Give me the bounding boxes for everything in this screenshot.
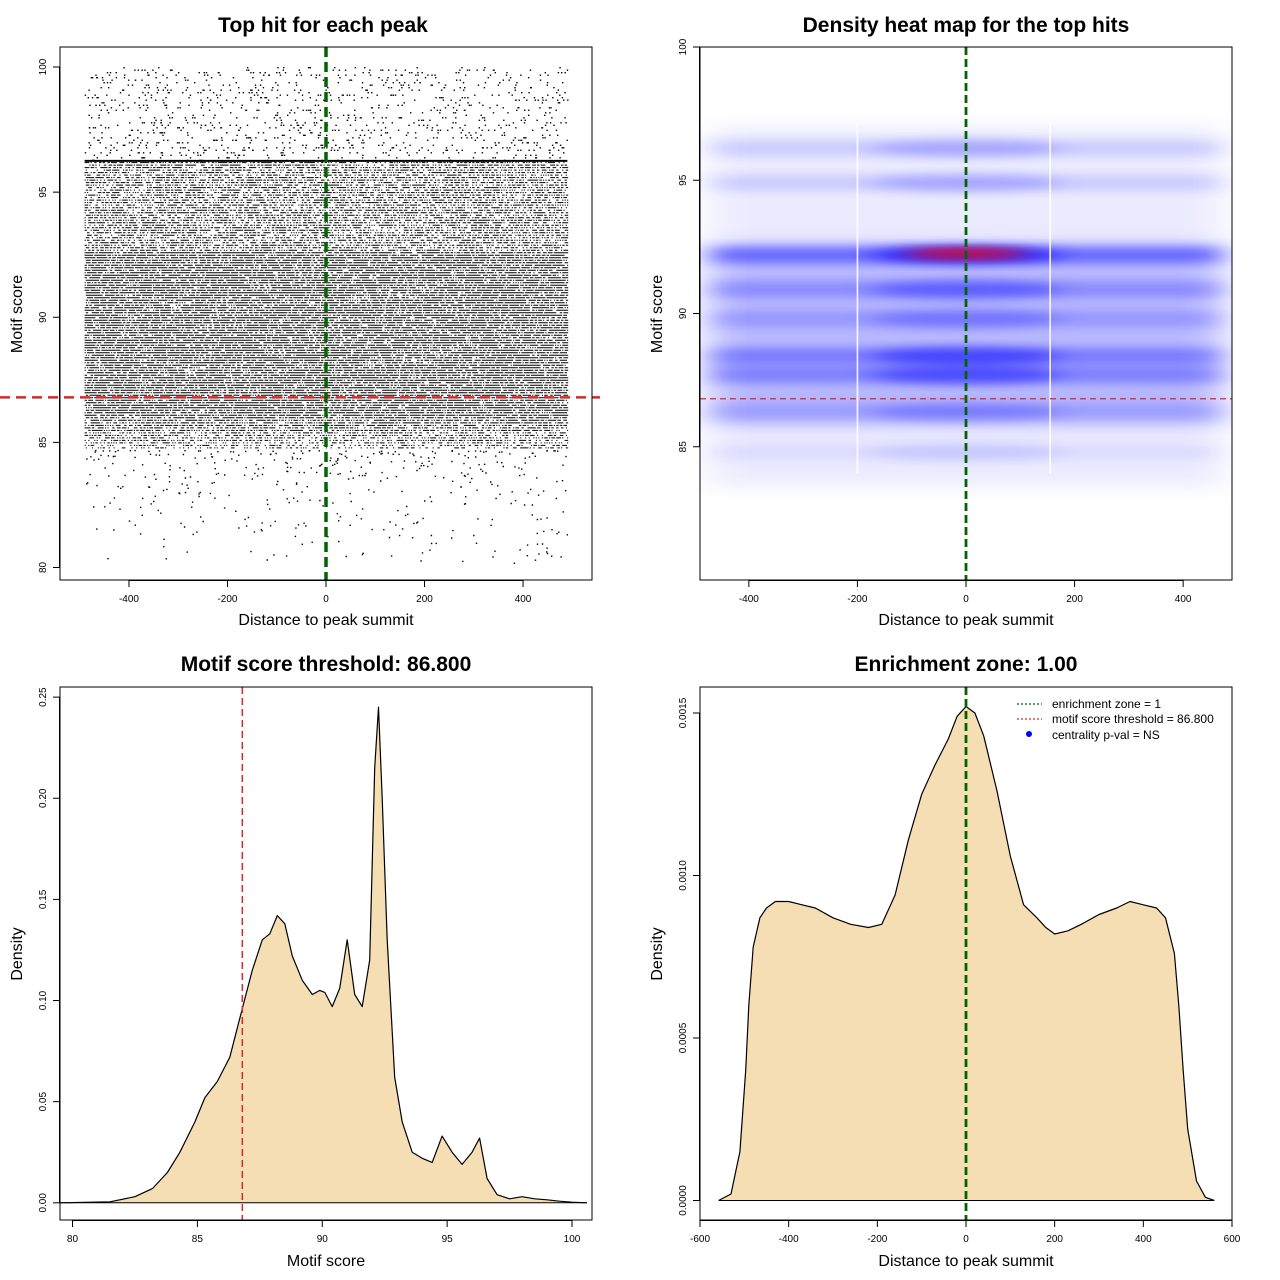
heatmap-ytick-label: 85 — [678, 441, 689, 453]
score-density-xtick-label: 100 — [564, 1234, 581, 1245]
scatter-ytick-label: 85 — [38, 436, 49, 448]
distance-density-y-label: Density — [649, 927, 666, 980]
score-density-x-label: Motif score — [287, 1253, 365, 1270]
heatmap-ytick-label: 100 — [678, 38, 689, 55]
heatmap-x-axis: -400 -200 0 200 400 — [739, 580, 1192, 605]
distance-density-xtick-label: -600 — [690, 1234, 710, 1245]
heatmap-panel: Density heat map for the top hits -400 -2… — [649, 14, 1233, 629]
heatmap-xtick-label: 200 — [1066, 594, 1083, 605]
scatter-xtick-label: 200 — [416, 594, 433, 605]
score-density-xtick-label: 95 — [442, 1234, 454, 1245]
score-density-y-label: Density — [9, 927, 26, 980]
score-density-xtick-label: 80 — [67, 1234, 79, 1245]
heatmap-y-axis: 85 90 95 100 — [678, 38, 700, 452]
score-density-ytick-label: 0.05 — [38, 1092, 49, 1112]
score-density-xtick-label: 85 — [192, 1234, 204, 1245]
distance-density-panel: Enrichment zone: 1.00 -600 -400 -200 0 200 40… — [649, 653, 1241, 1270]
scatter-xtick-label: -200 — [217, 594, 237, 605]
heatmap-center-blob — [871, 347, 1061, 366]
heatmap-xtick-label: 0 — [963, 594, 969, 605]
score-density-x-axis: 80 85 90 95 100 — [67, 1220, 581, 1245]
heatmap-title: Density heat map for the top hits — [803, 14, 1130, 37]
scatter-panel: Top hit for each peak -400 -200 0 200 400 80… — [0, 14, 600, 629]
score-density-panel: Motif score threshold: 86.800 80 85 90 95 10… — [9, 653, 593, 1270]
score-density-ytick-label: 0.00 — [38, 1193, 49, 1213]
legend-swatch-pval — [1026, 731, 1032, 737]
scatter-ytick-label: 90 — [38, 311, 49, 323]
distance-density-ytick-label: 0.0005 — [678, 1022, 689, 1053]
distance-density-plot — [718, 687, 1215, 1220]
score-density-ytick-label: 0.15 — [38, 889, 49, 909]
distance-density-curve — [718, 705, 1215, 1202]
distance-density-xtick-label: 0 — [963, 1234, 969, 1245]
legend-label-enrichment: enrichment zone = 1 — [1052, 697, 1161, 711]
heatmap-y-label: Motif score — [649, 275, 666, 353]
scatter-y-axis: 80 85 90 95 100 — [38, 58, 60, 573]
distance-density-xtick-label: -400 — [779, 1234, 799, 1245]
scatter-y-label: Motif score — [9, 275, 26, 353]
heatmap-xtick-label: -200 — [847, 594, 867, 605]
distance-density-xtick-label: -200 — [867, 1234, 887, 1245]
distance-density-xtick-label: 600 — [1224, 1234, 1241, 1245]
heatmap-ytick-label: 90 — [678, 308, 689, 320]
heatmap-xtick-label: -400 — [739, 594, 759, 605]
heatmap-x-label: Distance to peak summit — [878, 612, 1054, 629]
score-density-y-axis: 0.00 0.05 0.10 0.15 0.20 0.25 — [38, 687, 60, 1213]
scatter-xtick-label: 400 — [515, 594, 532, 605]
distance-density-x-label: Distance to peak summit — [878, 1253, 1054, 1270]
distance-density-x-axis: -600 -400 -200 0 200 400 600 — [690, 1220, 1241, 1245]
scatter-title: Top hit for each peak — [218, 14, 428, 37]
score-density-title: Motif score threshold: 86.800 — [181, 653, 472, 676]
score-density-curve — [59, 706, 588, 1204]
scatter-xtick-label: -400 — [119, 594, 139, 605]
scatter-xtick-label: 0 — [323, 594, 329, 605]
score-density-plot — [59, 687, 588, 1220]
score-density-ytick-label: 0.10 — [38, 990, 49, 1010]
scatter-x-axis: -400 -200 0 200 400 — [119, 580, 532, 605]
distance-density-xtick-label: 400 — [1135, 1234, 1152, 1245]
score-density-xtick-label: 90 — [317, 1234, 329, 1245]
scatter-ytick-label: 80 — [38, 561, 49, 573]
heatmap-xtick-label: 400 — [1175, 594, 1192, 605]
distance-density-ytick-label: 0.0010 — [678, 860, 689, 891]
distance-density-y-axis: 0.0000 0.0005 0.0010 0.0015 — [678, 697, 700, 1216]
scatter-overlays — [0, 47, 600, 580]
distance-density-title: Enrichment zone: 1.00 — [855, 653, 1078, 676]
scatter-ytick-label: 95 — [38, 186, 49, 198]
scatter-ytick-label: 100 — [38, 58, 49, 75]
scatter-x-label: Distance to peak summit — [238, 612, 414, 629]
legend: enrichment zone = 1 motif score threshol… — [1017, 697, 1214, 742]
heatmap-ytick-label: 95 — [678, 174, 689, 186]
score-density-area — [60, 707, 587, 1203]
distance-density-ytick-label: 0.0000 — [678, 1185, 689, 1216]
distance-density-xtick-label: 200 — [1046, 1234, 1063, 1245]
heatmap-overlays — [700, 47, 1232, 580]
legend-label-pval: centrality p-val = NS — [1052, 728, 1160, 742]
heatmap-center-blob — [871, 443, 1061, 462]
legend-label-threshold: motif score threshold = 86.800 — [1052, 712, 1214, 726]
score-density-ytick-label: 0.20 — [38, 788, 49, 808]
distance-density-ytick-label: 0.0015 — [678, 697, 689, 728]
score-density-ytick-label: 0.25 — [38, 687, 49, 707]
